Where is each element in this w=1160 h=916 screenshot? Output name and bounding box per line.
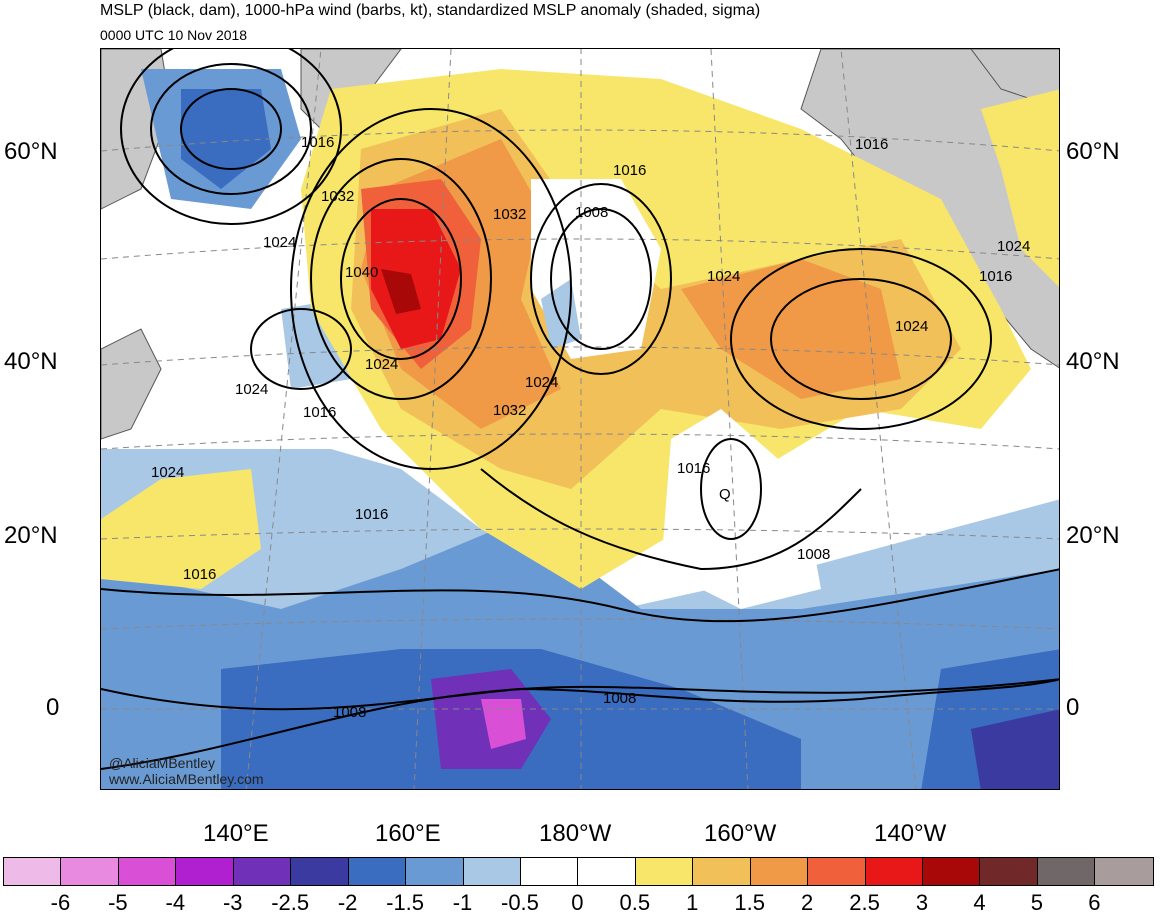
svg-text:1032: 1032 xyxy=(321,188,354,205)
svg-text:1008: 1008 xyxy=(333,704,366,721)
colorbar-swatch xyxy=(61,858,119,885)
lat-label-left-40n: 40°N xyxy=(4,348,58,375)
svg-text:1016: 1016 xyxy=(855,136,888,153)
colorbar-tick-label: -1.5 xyxy=(386,890,425,915)
anomaly-colorbar xyxy=(3,857,1154,886)
map-panel: 1016 1032 1024 1040 1024 1024 1016 1024 … xyxy=(100,48,1060,790)
colorbar-tick-label: 2.5 xyxy=(849,890,880,915)
colorbar-swatch xyxy=(1095,858,1153,885)
lon-label-180w: 180°W xyxy=(539,820,612,847)
svg-text:1016: 1016 xyxy=(677,460,710,477)
svg-text:1008: 1008 xyxy=(797,546,830,563)
colorbar-swatch xyxy=(291,858,349,885)
colorbar-swatch xyxy=(808,858,866,885)
lon-label-140e: 140°E xyxy=(203,820,269,847)
svg-text:1016: 1016 xyxy=(303,404,336,421)
svg-text:1040: 1040 xyxy=(345,264,378,281)
colorbar-swatch xyxy=(118,858,177,885)
svg-text:1016: 1016 xyxy=(979,268,1012,285)
colorbar-tick-label: -2.5 xyxy=(271,890,310,915)
colorbar-tick-label: 2 xyxy=(801,890,814,915)
colorbar-swatch xyxy=(865,858,923,885)
lat-label-right-0: 0 xyxy=(1066,694,1080,721)
contour-labels: 1016 1032 1024 1040 1024 1024 1016 1024 … xyxy=(151,134,1030,721)
colorbar-swatch xyxy=(4,858,62,885)
colorbar-swatch xyxy=(923,858,981,885)
low-center-marker: Q xyxy=(719,486,731,503)
svg-text:1032: 1032 xyxy=(493,206,526,223)
colorbar-tick-label: 6 xyxy=(1088,890,1101,915)
colorbar-tick-label: 3 xyxy=(915,890,929,915)
colorbar-swatch xyxy=(463,858,521,885)
svg-text:1024: 1024 xyxy=(707,268,740,285)
lon-label-160e: 160°E xyxy=(375,820,441,847)
colorbar-tick-label: -4 xyxy=(165,890,186,915)
svg-text:1024: 1024 xyxy=(365,356,398,373)
colorbar-tick-label: 0.5 xyxy=(619,890,651,915)
colorbar-swatch xyxy=(980,858,1038,885)
svg-text:1016: 1016 xyxy=(301,134,334,151)
colorbar-tick-label: -6 xyxy=(50,890,71,915)
lon-label-140w: 140°W xyxy=(874,820,947,847)
svg-text:1008: 1008 xyxy=(575,204,608,221)
chart-title: MSLP (black, dam), 1000-hPa wind (barbs,… xyxy=(100,2,761,19)
lat-label-right-40n: 40°N xyxy=(1066,348,1120,375)
svg-text:1016: 1016 xyxy=(613,162,646,179)
colorbar-tick-label: -3 xyxy=(222,890,243,915)
lat-label-left-20n: 20°N xyxy=(4,522,58,549)
lon-label-160w: 160°W xyxy=(704,820,777,847)
colorbar-swatch xyxy=(635,858,694,885)
colorbar-tick-label: 4 xyxy=(973,890,986,915)
colorbar-tick-label: 0 xyxy=(571,890,584,915)
chart-valid-time: 0000 UTC 10 Nov 2018 xyxy=(100,27,248,43)
lat-label-right-20n: 20°N xyxy=(1066,522,1120,549)
svg-text:1016: 1016 xyxy=(355,506,388,523)
svg-text:1024: 1024 xyxy=(263,234,296,251)
svg-text:1024: 1024 xyxy=(997,238,1030,255)
map-canvas: 1016 1032 1024 1040 1024 1024 1016 1024 … xyxy=(101,49,1059,789)
colorbar-swatch xyxy=(1037,858,1096,885)
colorbar-tick-label: 1 xyxy=(686,890,699,915)
svg-text:1024: 1024 xyxy=(895,318,928,335)
colorbar-tick-label: 1.5 xyxy=(734,890,766,915)
colorbar-tick-label: -2 xyxy=(337,890,358,915)
credit-website: www.AliciaMBentley.com xyxy=(109,771,264,787)
colorbar-swatch xyxy=(520,858,579,885)
colorbar-swatch xyxy=(750,858,809,885)
svg-text:1016: 1016 xyxy=(183,566,216,583)
colorbar-tick-label: 5 xyxy=(1030,890,1044,915)
colorbar-tick-label: -1 xyxy=(452,890,473,915)
colorbar-swatch xyxy=(348,858,407,885)
svg-text:1008: 1008 xyxy=(603,690,636,707)
lat-label-left-60n: 60°N xyxy=(4,138,58,165)
anomaly-shading xyxy=(101,69,1059,789)
colorbar-tick-label: -5 xyxy=(108,890,128,915)
colorbar-swatch xyxy=(233,858,292,885)
isobars xyxy=(101,49,1059,770)
colorbar-swatch xyxy=(693,858,751,885)
svg-text:1032: 1032 xyxy=(493,402,526,419)
svg-text:1024: 1024 xyxy=(525,374,558,391)
colorbar-swatch xyxy=(176,858,234,885)
lat-label-left-0: 0 xyxy=(46,694,60,721)
svg-text:1024: 1024 xyxy=(235,381,268,398)
credit-handle: @AliciaMBentley xyxy=(109,755,216,771)
colorbar-swatch xyxy=(406,858,464,885)
lat-label-right-60n: 60°N xyxy=(1066,138,1120,165)
colorbar-tick-label: -0.5 xyxy=(500,890,539,915)
colorbar-swatch xyxy=(578,858,636,885)
svg-text:1024: 1024 xyxy=(151,464,184,481)
